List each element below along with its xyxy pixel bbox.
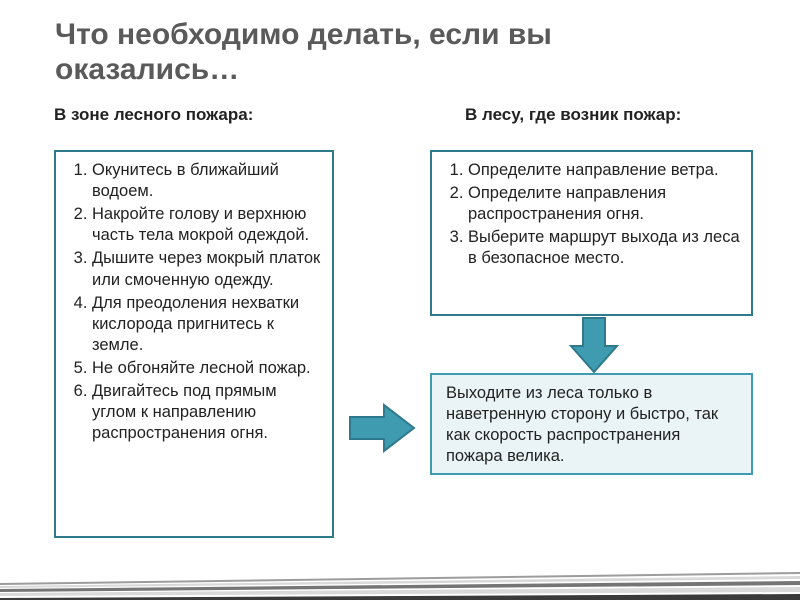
list-item: Не обгоняйте лесной пожар. xyxy=(92,358,322,379)
list-item: Определите направления распространения о… xyxy=(468,183,741,225)
left-box: Окунитесь в ближайший водоем. Накройте г… xyxy=(54,150,334,538)
right-box: Определите направление ветра. Определите… xyxy=(430,150,753,316)
page-title: Что необходимо делать, если вы оказались… xyxy=(55,18,655,87)
list-item: Двигайтесь под прямым углом к направлени… xyxy=(92,381,322,444)
list-item: Выберите маршрут выхода из леса в безопа… xyxy=(468,227,741,269)
list-item: Накройте голову и верхнюю часть тела мок… xyxy=(92,204,322,246)
list-item: Определите направление ветра. xyxy=(468,160,741,181)
list-item: Для преодоления нехватки кислорода пригн… xyxy=(92,293,322,356)
arrow-right-icon xyxy=(348,403,418,453)
bottom-box: Выходите из леса только в наветренную ст… xyxy=(430,373,753,475)
list-item: Окунитесь в ближайший водоем. xyxy=(92,160,322,202)
left-subtitle: В зоне лесного пожара: xyxy=(54,105,274,125)
footer-decoration xyxy=(0,560,800,600)
arrow-down-icon xyxy=(569,316,619,376)
right-subtitle: В лесу, где возник пожар: xyxy=(465,105,685,125)
list-item: Дышите через мокрый платок или смоченную… xyxy=(92,248,322,290)
